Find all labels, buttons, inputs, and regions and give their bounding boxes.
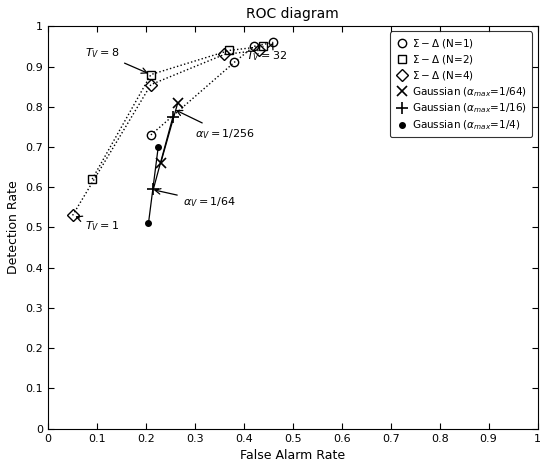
Legend: $\Sigma-\Delta$ (N=1), $\Sigma-\Delta$ (N=2), $\Sigma-\Delta$ (N=4), Gaussian ($: $\Sigma-\Delta$ (N=1), $\Sigma-\Delta$ (… (390, 31, 532, 137)
Text: $\alpha_V = 1/256$: $\alpha_V = 1/256$ (176, 111, 254, 141)
Text: $T_V = 32$: $T_V = 32$ (247, 44, 288, 63)
Text: $T_V = 1$: $T_V = 1$ (77, 216, 119, 233)
Text: $\alpha_V = 1/64$: $\alpha_V = 1/64$ (155, 189, 236, 209)
Title: ROC diagram: ROC diagram (247, 7, 339, 21)
X-axis label: False Alarm Rate: False Alarm Rate (240, 449, 345, 462)
Y-axis label: Detection Rate: Detection Rate (7, 181, 20, 274)
Text: $T_V = 8$: $T_V = 8$ (85, 46, 147, 73)
